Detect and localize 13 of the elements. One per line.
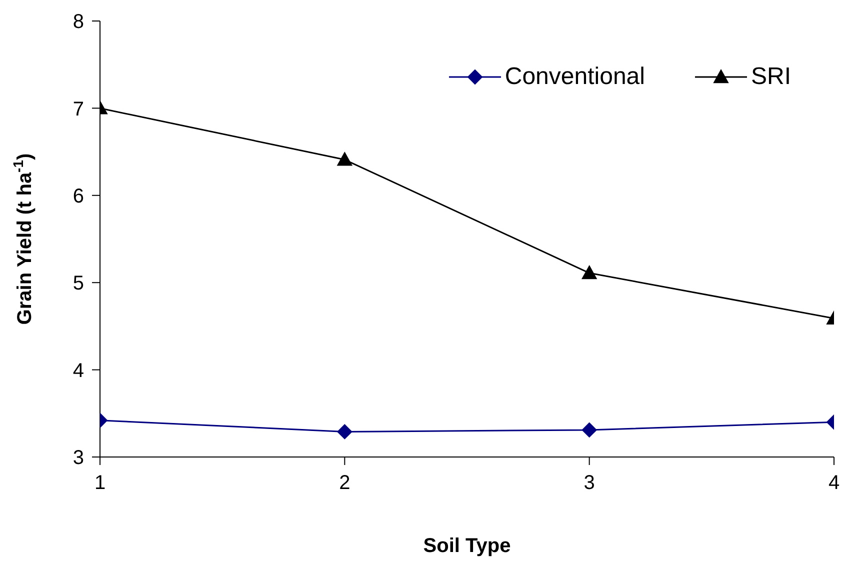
y-tick-label: 3 xyxy=(72,447,84,470)
y-tick-label: 7 xyxy=(72,98,84,120)
legend-label: SRI xyxy=(750,63,791,91)
legend-label: Conventional xyxy=(504,63,645,91)
y-tick-label: 5 xyxy=(72,272,84,295)
x-tick-label: 1 xyxy=(94,472,106,494)
x-axis-title: Soil Type xyxy=(423,535,511,557)
y-tick-label: 8 xyxy=(72,11,84,34)
x-tick-label: 4 xyxy=(828,472,840,494)
y-tick-label: 4 xyxy=(72,360,84,382)
y-tick-label: 6 xyxy=(72,186,84,208)
x-tick-label: 2 xyxy=(339,472,350,494)
x-tick-label: 3 xyxy=(584,472,595,494)
